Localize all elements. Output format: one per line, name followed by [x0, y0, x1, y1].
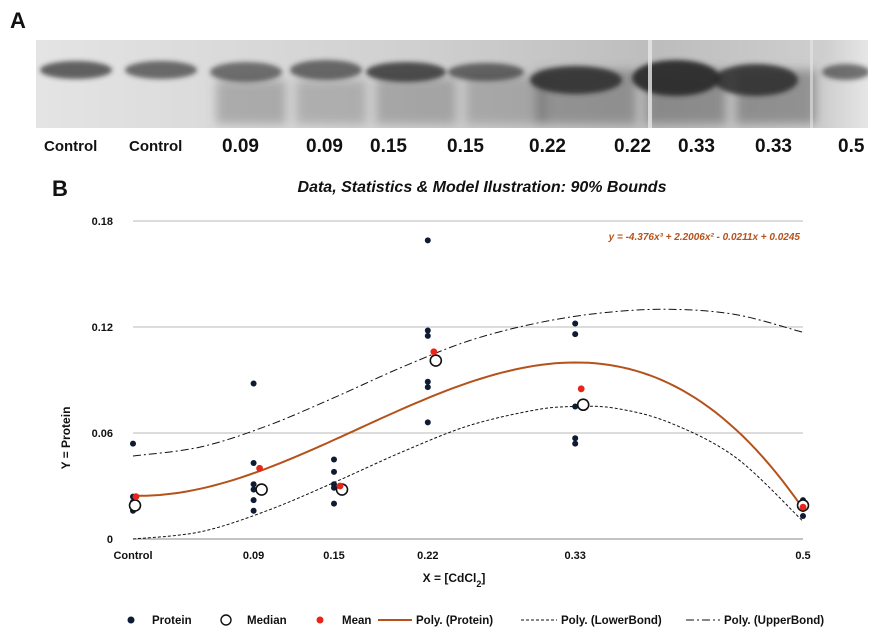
y-tick-label: 0.18	[92, 216, 113, 228]
y-tick-label: 0.06	[92, 428, 113, 440]
lane-label: 0.15	[370, 136, 407, 157]
x-axis-ticks: Control 0.09 0.15 0.22 0.33 0.5	[113, 550, 810, 562]
mean-point	[430, 348, 438, 356]
protein-fit-line	[132, 361, 804, 510]
protein-point	[424, 419, 431, 426]
chart-title: Data, Statistics & Model Ilustration: 90…	[298, 179, 667, 196]
protein-point	[331, 456, 337, 463]
legend-marker-mean	[316, 616, 324, 624]
lane-label: 0.22	[614, 136, 651, 157]
lower-bound-line	[132, 405, 804, 540]
protein-point	[130, 440, 136, 447]
x-tick-label: 0.09	[243, 550, 264, 562]
lane-label: Control	[129, 138, 183, 155]
protein-point	[800, 513, 806, 520]
protein-point	[572, 440, 579, 447]
x-tick-label: 0.5	[795, 550, 810, 562]
median-point	[576, 398, 590, 412]
lane-label: 0.33	[678, 136, 715, 157]
panel-b-label: B	[52, 176, 68, 201]
protein-point	[250, 507, 257, 514]
median-point	[128, 499, 142, 512]
protein-point	[250, 497, 257, 504]
lane-label: 0.33	[755, 136, 792, 157]
mean-point	[132, 493, 140, 500]
protein-point	[250, 481, 257, 488]
protein-point	[250, 486, 257, 493]
protein-point	[424, 378, 431, 385]
protein-point	[250, 460, 257, 467]
lane-label: 0.15	[447, 136, 484, 157]
legend-label-poly-upper: Poly. (UpperBond)	[724, 615, 824, 627]
y-tick-label: 0.12	[92, 322, 113, 334]
protein-point	[424, 384, 431, 391]
protein-point	[331, 500, 337, 507]
protein-point	[331, 468, 337, 475]
legend-label-poly-lower: Poly. (LowerBond)	[561, 615, 662, 627]
x-axis-label: X = [CdCl2]	[423, 571, 486, 589]
mean-point	[577, 385, 585, 393]
fit-curves	[132, 308, 804, 540]
chart-legend: Protein Median Mean Poly. (Protein) Poly…	[127, 614, 824, 627]
legend-label-protein: Protein	[152, 615, 192, 627]
legend-label-mean: Mean	[342, 615, 371, 627]
upper-bound-line	[132, 308, 804, 457]
lane-label: Control	[44, 138, 98, 155]
lane-label: 0.09	[306, 136, 343, 157]
lane-labels: Control Control 0.09 0.09 0.15 0.15 0.22…	[0, 136, 869, 166]
grid-lines	[133, 220, 803, 540]
legend-label-poly-protein: Poly. (Protein)	[416, 615, 493, 627]
lane-label: 0.5	[838, 136, 865, 157]
protein-point	[572, 331, 579, 338]
y-axis-label: Y = Protein	[59, 407, 73, 470]
median-point	[429, 354, 443, 367]
x-tick-label: 0.15	[323, 550, 344, 562]
protein-point	[250, 380, 257, 387]
x-tick-label: 0.33	[564, 550, 585, 562]
legend-marker-median	[220, 614, 232, 626]
mean-point	[799, 503, 807, 511]
protein-point	[572, 435, 579, 442]
protein-point	[424, 237, 431, 244]
mean-point	[256, 464, 263, 472]
mean-point	[336, 482, 344, 490]
x-tick-label: 0.22	[417, 550, 438, 562]
lane-label: 0.22	[529, 136, 566, 157]
protein-point	[331, 484, 337, 491]
protein-chart: Data, Statistics & Model Ilustration: 90…	[59, 179, 824, 627]
protein-point	[572, 320, 579, 327]
protein-point	[572, 403, 579, 410]
data-points	[128, 237, 810, 520]
protein-point	[424, 332, 431, 339]
legend-marker-protein	[127, 616, 135, 624]
panel-a-label: A	[10, 8, 26, 33]
trendline-equation: y = -4.376x³ + 2.2006x² - 0.0211x + 0.02…	[608, 232, 801, 243]
x-tick-label: Control	[113, 550, 152, 562]
protein-point	[424, 327, 431, 334]
lane-label: 0.09	[222, 136, 259, 157]
legend-label-median: Median	[247, 615, 287, 627]
y-tick-label: 0	[107, 534, 113, 546]
median-point	[255, 483, 268, 496]
y-axis-ticks: 0 0.06 0.12 0.18	[92, 216, 113, 546]
western-blot-image	[36, 40, 868, 128]
